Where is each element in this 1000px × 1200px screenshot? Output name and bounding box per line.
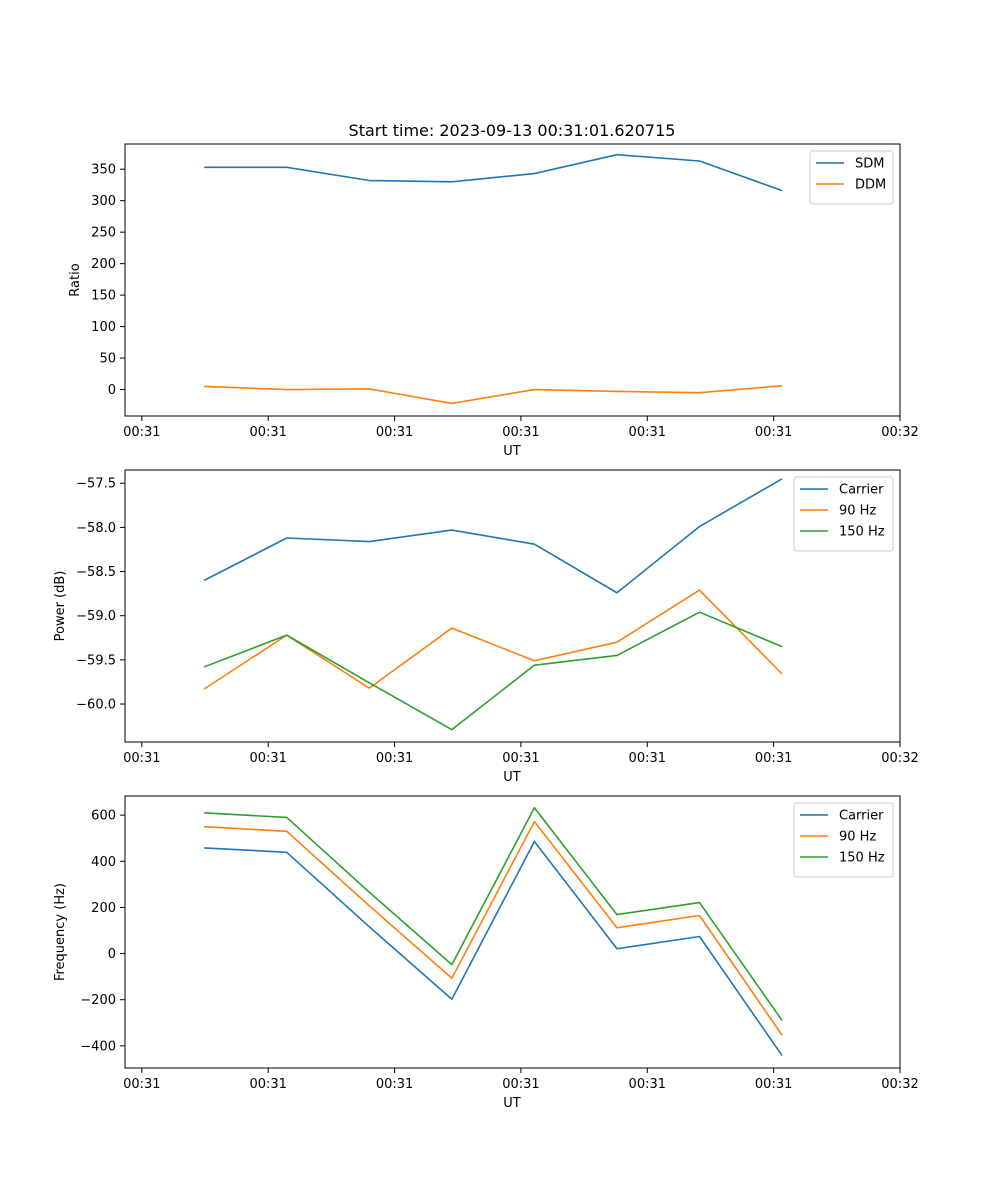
frequency-x-tick-label: 00:31 bbox=[249, 1077, 286, 1092]
frequency-y-tick-label: 200 bbox=[91, 901, 116, 916]
frequency-x-axis-label: UT bbox=[503, 1096, 521, 1111]
frequency-y-axis-label: Frequency (Hz) bbox=[53, 883, 68, 981]
power-x-tick-label: 00:31 bbox=[376, 751, 413, 766]
ratio-y-tick-label: 100 bbox=[91, 320, 116, 335]
ratio-x-tick-label: 00:31 bbox=[376, 425, 413, 440]
ratio-y-tick-label: 300 bbox=[91, 194, 116, 209]
frequency-legend: Carrier 90 Hz 150 Hz bbox=[793, 802, 894, 878]
power-legend-box bbox=[793, 476, 894, 552]
ratio-y-tick-label: 200 bbox=[91, 257, 116, 272]
ratio-legend-box bbox=[809, 150, 894, 205]
power-y-tick-label: −57.5 bbox=[76, 477, 116, 492]
power-legend-label: 90 Hz bbox=[839, 504, 876, 519]
ratio-y-tick-label: 0 bbox=[108, 383, 116, 398]
ratio-y-tick-label: 350 bbox=[91, 163, 116, 178]
chart-title: Start time: 2023-09-13 00:31:01.620715 bbox=[349, 121, 676, 140]
frequency-series-line-90-hz bbox=[204, 820, 783, 1036]
power-series-line-150-hz bbox=[203, 611, 783, 731]
frequency-series-line-150-hz bbox=[204, 806, 783, 1021]
power-y-tick-label: −58.5 bbox=[76, 565, 116, 580]
frequency-legend-label: Carrier bbox=[839, 809, 884, 824]
frequency-y-tick-label: 400 bbox=[91, 855, 116, 870]
ratio-x-tick-label: 00:31 bbox=[629, 425, 666, 440]
frequency-y-tick-label: −200 bbox=[80, 993, 116, 1008]
ratio-legend: SDM DDM bbox=[809, 150, 894, 205]
power-axes-frame bbox=[124, 469, 901, 743]
power-y-tick-label: −58.0 bbox=[76, 521, 116, 536]
ratio-y-tick-label: 150 bbox=[91, 289, 116, 304]
power-y-tick-label: −59.5 bbox=[76, 653, 116, 668]
power-x-tick-label: 00:32 bbox=[881, 751, 918, 766]
ratio-y-tick-label: 250 bbox=[91, 226, 116, 241]
ratio-series-line-ddm bbox=[204, 384, 783, 405]
frequency-x-tick-label: 00:31 bbox=[376, 1077, 413, 1092]
frequency-legend-label: 90 Hz bbox=[839, 830, 876, 845]
frequency-subplot: 00:31 00:31 00:31 00:31 00:31 00:31 00:32 −400 −… bbox=[53, 795, 919, 1111]
frequency-x-tick-label: 00:31 bbox=[629, 1077, 666, 1092]
power-y-tick-label: −60.0 bbox=[76, 698, 116, 713]
power-x-axis-label: UT bbox=[503, 770, 521, 785]
ratio-subplot: 00:31 00:31 00:31 00:31 00:31 00:31 00:32 0 50 10… bbox=[68, 143, 919, 459]
frequency-axes-frame bbox=[124, 795, 901, 1069]
ratio-legend-label: SDM bbox=[855, 157, 884, 172]
frequency-legend-box bbox=[793, 802, 894, 878]
power-legend-label: 150 Hz bbox=[839, 525, 885, 540]
power-x-tick-label: 00:31 bbox=[502, 751, 539, 766]
power-x-tick-label: 00:31 bbox=[249, 751, 286, 766]
power-subplot: 00:31 00:31 00:31 00:31 00:31 00:31 00:32 −60.0… bbox=[53, 469, 919, 785]
power-x-tick-label: 00:31 bbox=[755, 751, 792, 766]
ratio-y-axis-label: Ratio bbox=[68, 263, 83, 296]
ratio-axes-frame bbox=[124, 143, 901, 417]
frequency-x-tick-label: 00:31 bbox=[123, 1077, 160, 1092]
ratio-legend-label: DDM bbox=[855, 178, 886, 193]
power-legend-label: Carrier bbox=[839, 483, 884, 498]
frequency-x-tick-label: 00:31 bbox=[755, 1077, 792, 1092]
ratio-x-tick-label: 00:32 bbox=[881, 425, 918, 440]
frequency-y-tick-label: 0 bbox=[108, 947, 116, 962]
power-x-tick-label: 00:31 bbox=[629, 751, 666, 766]
ratio-series-line-sdm bbox=[204, 153, 783, 192]
frequency-legend-label: 150 Hz bbox=[839, 851, 885, 866]
power-legend: Carrier 90 Hz 150 Hz bbox=[793, 476, 894, 552]
frequency-y-tick-label: −400 bbox=[80, 1039, 116, 1054]
frequency-x-tick-label: 00:32 bbox=[881, 1077, 918, 1092]
ratio-x-tick-label: 00:31 bbox=[755, 425, 792, 440]
frequency-x-tick-label: 00:31 bbox=[502, 1077, 539, 1092]
power-y-tick-label: −59.0 bbox=[76, 609, 116, 624]
ratio-x-tick-label: 00:31 bbox=[123, 425, 160, 440]
ratio-x-tick-label: 00:31 bbox=[249, 425, 286, 440]
power-series-line-carrier bbox=[203, 478, 783, 594]
power-x-tick-label: 00:31 bbox=[123, 751, 160, 766]
frequency-series-line-carrier bbox=[204, 840, 783, 1056]
ratio-x-tick-label: 00:31 bbox=[502, 425, 539, 440]
ratio-y-tick-label: 50 bbox=[99, 352, 116, 367]
frequency-y-tick-label: 600 bbox=[91, 809, 116, 824]
power-y-axis-label: Power (dB) bbox=[53, 571, 68, 642]
ratio-x-axis-label: UT bbox=[503, 444, 521, 459]
